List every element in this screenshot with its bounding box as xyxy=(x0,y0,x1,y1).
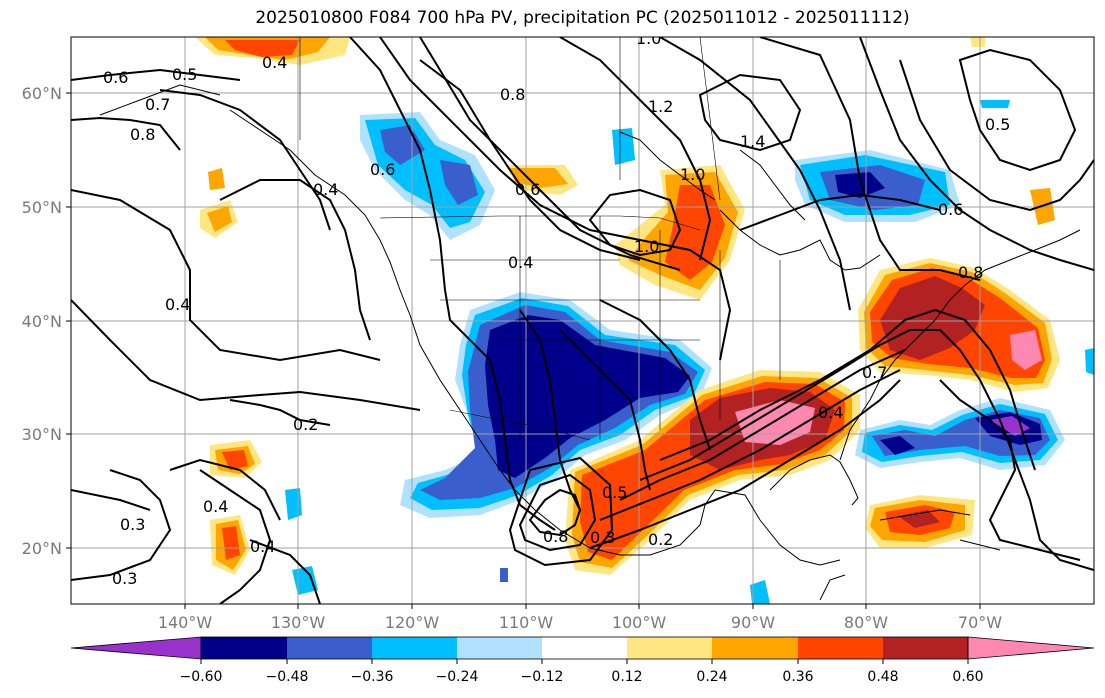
colorbar-bin xyxy=(457,637,542,659)
colorbar-bin xyxy=(627,637,712,659)
lon-label: 130°W xyxy=(271,613,326,632)
contour-label: 1.0 xyxy=(680,165,705,184)
contour-label: 0.4 xyxy=(508,253,533,272)
lat-label: 40°N xyxy=(22,312,62,331)
colorbar-tick-label: 0.24 xyxy=(696,669,727,685)
colorbar-bin xyxy=(798,637,883,659)
contour-label: 1.2 xyxy=(648,97,673,116)
contour-label: 0.3 xyxy=(590,528,615,547)
country-borders xyxy=(299,37,781,441)
colorbar-tick-label: 0.36 xyxy=(782,669,813,685)
lon-label: 140°W xyxy=(158,613,213,632)
contour-label: 0.4 xyxy=(262,53,287,72)
colorbar-extend-low xyxy=(70,636,202,660)
contour-label: 0.5 xyxy=(602,483,627,502)
precip-shading xyxy=(195,37,1094,604)
contour-label: 0.3 xyxy=(120,515,145,534)
lat-label: 60°N xyxy=(22,84,62,103)
contour-label: 0.7 xyxy=(862,363,887,382)
contour-label: 0.6 xyxy=(515,180,540,199)
colorbar-extend-high xyxy=(967,636,1095,660)
contour-label: 0.8 xyxy=(543,527,568,546)
lon-label: 100°W xyxy=(612,613,667,632)
contour-label: 0.5 xyxy=(172,65,197,84)
lon-label: 120°W xyxy=(385,613,440,632)
contour-label: 1.4 xyxy=(740,132,765,151)
colorbar-tick-label: −0.24 xyxy=(436,669,479,685)
contour-label: 0.4 xyxy=(165,295,190,314)
colorbar-tick-label: −0.60 xyxy=(180,669,223,685)
contour-label: 0.4 xyxy=(203,497,228,516)
contour-labels: 0.6 0.5 0.7 0.8 0.4 0.6 0.4 0.8 1.0 1.2 … xyxy=(103,29,1010,588)
contour-label: 0.6 xyxy=(938,200,963,219)
colorbar: −0.60 −0.48 −0.36 −0.24 −0.12 0.12 0.24 … xyxy=(70,636,1095,685)
contour-label: 0.4 xyxy=(313,180,338,199)
contour-label: 0.8 xyxy=(500,85,525,104)
colorbar-bin xyxy=(883,637,968,659)
colorbar-tick-label: −0.12 xyxy=(521,669,564,685)
map-title: 2025010800 F084 700 hPa PV, precipitatio… xyxy=(255,8,910,28)
colorbar-tick-label: 0.60 xyxy=(952,669,983,685)
graticule xyxy=(71,37,1094,604)
contour-label: 0.4 xyxy=(250,537,275,556)
lat-label: 50°N xyxy=(22,198,62,217)
contour-label: 0.6 xyxy=(370,160,395,179)
pv-contours xyxy=(71,37,1094,604)
lon-label: 110°W xyxy=(499,613,554,632)
colorbar-bin xyxy=(712,637,798,659)
lon-label: 70°W xyxy=(958,613,1002,632)
axis-ticks xyxy=(66,92,981,609)
contour-label: 0.7 xyxy=(145,95,170,114)
contour-label: 0.8 xyxy=(958,263,983,282)
lat-label: 30°N xyxy=(22,425,62,444)
colorbar-bin xyxy=(372,637,457,659)
contour-label: 0.5 xyxy=(985,115,1010,134)
latitude-labels: 60°N 50°N 40°N 30°N 20°N xyxy=(22,84,62,558)
colorbar-tick-label: 0.12 xyxy=(611,669,642,685)
contour-label: 0.4 xyxy=(818,403,843,422)
colorbar-tick-label: −0.48 xyxy=(266,669,309,685)
contour-label: 0.8 xyxy=(130,125,155,144)
contour-label: 0.2 xyxy=(648,530,673,549)
contour-label: 0.2 xyxy=(293,415,318,434)
colorbar-tick-label: −0.36 xyxy=(351,669,394,685)
colorbar-bin xyxy=(542,637,627,659)
lat-label: 20°N xyxy=(22,539,62,558)
contour-label: 0.6 xyxy=(103,68,128,87)
colorbar-bin xyxy=(201,637,287,659)
colorbar-tick-label: 0.48 xyxy=(867,669,898,685)
colorbar-bin xyxy=(287,637,372,659)
contour-label: 0.3 xyxy=(112,569,137,588)
contour-label: 1.0 xyxy=(636,29,661,48)
lon-label: 90°W xyxy=(731,613,775,632)
lon-label: 80°W xyxy=(844,613,888,632)
longitude-labels: 140°W 130°W 120°W 110°W 100°W 90°W 80°W … xyxy=(158,613,1002,632)
contour-label: 1.0 xyxy=(634,237,659,256)
